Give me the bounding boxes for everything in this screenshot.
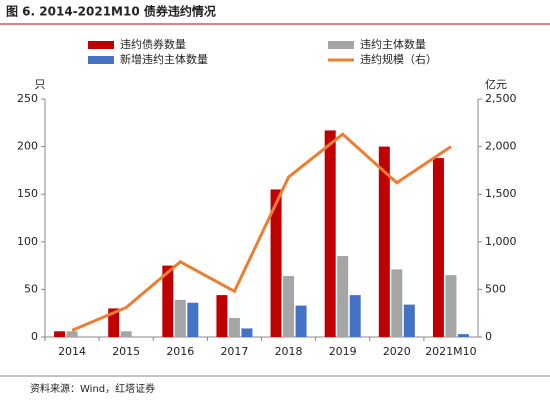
bar [108,308,120,337]
legend-label: 新增违约主体数量 [120,52,208,66]
bar [228,317,240,337]
y-tick-label: 100 [17,235,38,248]
x-tick-label: 2015 [112,345,140,358]
bar [378,146,390,337]
y-tick-label: 200 [17,140,38,153]
bar [391,269,403,337]
x-tick-label: 2021M10 [425,345,476,358]
bar [432,158,444,337]
x-tick-label: 2020 [383,345,411,358]
bar [162,265,174,337]
bar [324,130,336,337]
legend-swatch [88,41,114,49]
y2-tick-label: 2,000 [485,140,517,153]
bar [283,276,295,337]
bar [445,275,457,337]
bar [270,189,282,337]
y2-tick-label: 2,500 [485,92,517,105]
legend-swatch [328,41,354,49]
y-tick-label: 150 [17,187,38,200]
legend-label: 违约主体数量 [360,37,426,51]
line-series [71,132,452,332]
bar [54,331,66,337]
bar [337,256,349,337]
legend-label: 违约债券数量 [120,37,186,51]
bar [66,331,78,337]
y-tick-label: 250 [17,92,38,105]
y2-tick-label: 1,500 [485,187,517,200]
legend-swatch [88,56,114,64]
bar [457,334,469,337]
bar [241,328,253,337]
bar [187,302,199,337]
source-note: 资料来源：Wind，红塔证券 [30,382,155,395]
legend-label: 违约规模（右） [360,52,437,66]
bar [295,305,307,337]
x-tick-label: 2018 [275,345,303,358]
y-axis-label: 只 [35,78,46,91]
bar [216,295,228,337]
y-tick-label: 0 [31,330,38,343]
x-tick-label: 2014 [58,345,86,358]
bar [349,295,361,337]
bar [120,331,132,337]
x-tick-label: 2017 [220,345,248,358]
y2-axis-label: 亿元 [485,78,507,91]
y2-tick-label: 500 [485,282,506,295]
x-tick-label: 2016 [166,345,194,358]
y-tick-label: 50 [24,282,38,295]
chart-title: 图 6. 2014-2021M10 债券违约情况 [6,4,216,19]
bar [403,304,415,337]
y2-tick-label: 0 [485,330,492,343]
y2-tick-label: 1,000 [485,235,517,248]
bar [174,299,186,337]
x-tick-label: 2019 [329,345,357,358]
